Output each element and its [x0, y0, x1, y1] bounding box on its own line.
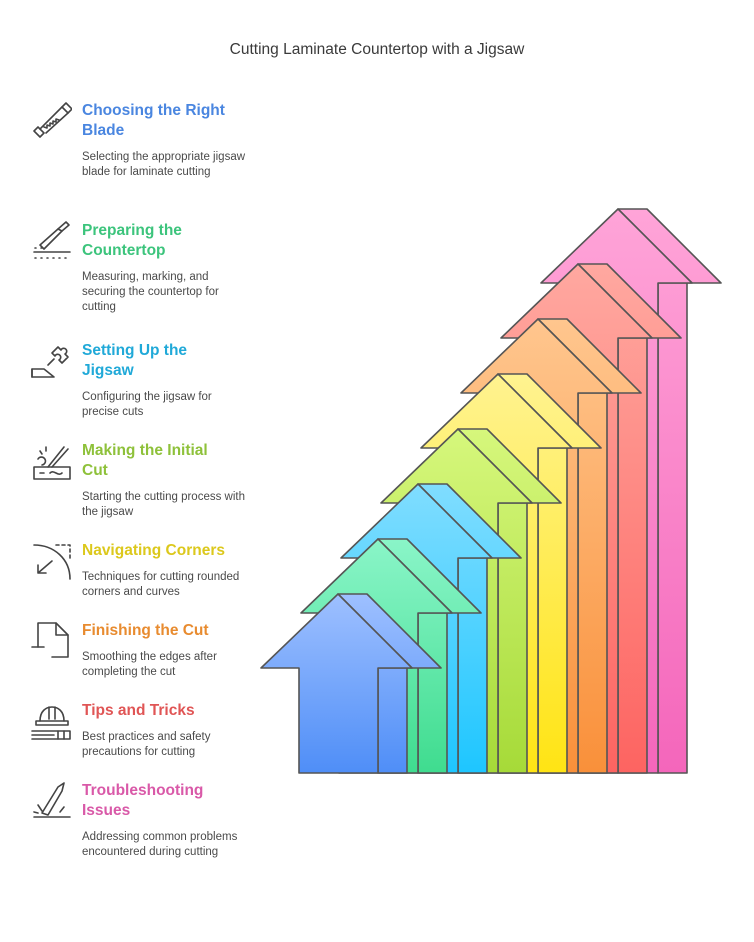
step-heading-line: Making the Initial — [82, 442, 208, 459]
corner-icon — [30, 539, 72, 581]
step-heading-line: Choosing the Right — [82, 102, 225, 119]
arrow-step-1 — [260, 593, 442, 774]
step-heading-line: Cut — [82, 462, 108, 479]
step-description: Configuring the jigsaw for precise cuts — [82, 391, 212, 418]
step-heading-line: Blade — [82, 122, 125, 139]
step-heading: Preparing the Countertop — [82, 221, 252, 261]
step-heading-line: Navigating Corners — [82, 542, 225, 559]
step-heading-line: Jigsaw — [82, 362, 134, 379]
arrow-front — [260, 593, 413, 774]
step-heading: Setting Up the Jigsaw — [82, 341, 252, 381]
step-description: Starting the cutting process with the ji… — [82, 491, 245, 518]
step-heading: Navigating Corners — [82, 541, 252, 561]
step-heading-line: Troubleshooting — [82, 782, 204, 799]
step-heading-line: Issues — [82, 802, 131, 819]
step-description: Addressing common problems encountered d… — [82, 831, 238, 858]
step-heading-line: Finishing the Cut — [82, 622, 209, 639]
step-heading: Choosing the Right Blade — [82, 101, 252, 141]
step-description: Best practices and safety precautions fo… — [82, 731, 211, 758]
puzzle-icon — [30, 339, 72, 381]
step-heading-line: Tips and Tricks — [82, 702, 195, 719]
step-description: Smoothing the edges after completing the… — [82, 651, 217, 678]
step-description: Techniques for cutting rounded corners a… — [82, 571, 240, 598]
step-heading-line: Setting Up the — [82, 342, 188, 359]
knife-icon — [30, 219, 72, 261]
blade-icon — [30, 779, 72, 821]
step-heading-line: Preparing the — [82, 222, 182, 239]
step-heading: Making the Initial Cut — [82, 441, 252, 481]
step-heading: Finishing the Cut — [82, 621, 252, 641]
step-description: Measuring, marking, and securing the cou… — [82, 271, 219, 313]
hardhat-icon — [30, 699, 72, 741]
step-description: Selecting the appropriate jigsaw blade f… — [82, 151, 246, 178]
step-heading-line: Countertop — [82, 242, 166, 259]
saw-icon — [30, 99, 73, 141]
cut-icon — [30, 439, 72, 481]
step-heading: Tips and Tricks — [82, 701, 252, 721]
diagram-title: Cutting Laminate Countertop with a Jigsa… — [229, 41, 525, 58]
step-heading: Troubleshooting Issues — [82, 781, 252, 821]
document-icon — [30, 619, 72, 661]
